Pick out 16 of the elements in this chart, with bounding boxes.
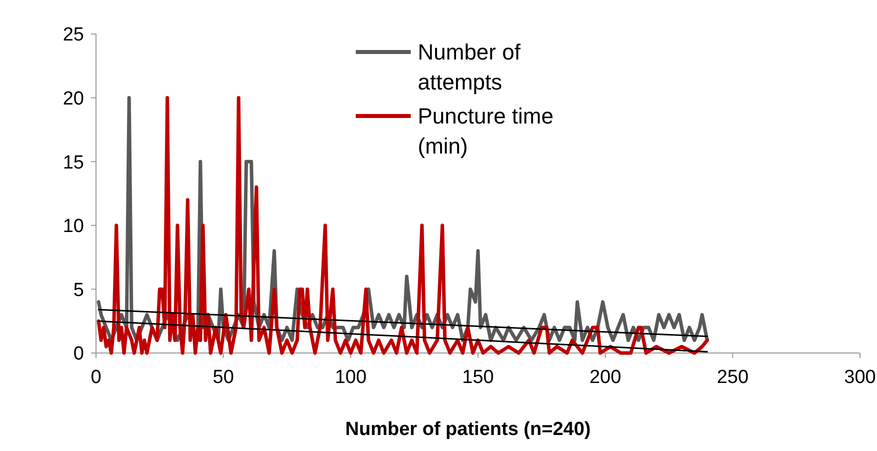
x-tick-label: 250 xyxy=(716,367,749,388)
y-tick-label: 20 xyxy=(62,88,84,110)
y-tick-label: 10 xyxy=(62,216,84,238)
x-tick-label: 300 xyxy=(844,367,876,388)
x-tick-label: 50 xyxy=(212,367,234,388)
legend-label: Number of attempts xyxy=(418,40,522,95)
y-tick-label: 5 xyxy=(73,280,84,301)
y-tick-label: 0 xyxy=(73,344,84,365)
x-tick-label: 200 xyxy=(589,367,622,388)
legend-label: Puncture time (min) xyxy=(418,104,554,159)
x-tick-label: 100 xyxy=(334,367,367,388)
x-axis-title: Number of patients (n=240) xyxy=(345,419,591,440)
x-tick-label: 150 xyxy=(462,367,494,388)
y-tick-label: 15 xyxy=(62,152,84,174)
x-tick-label: 0 xyxy=(90,367,102,388)
y-tick-label: 25 xyxy=(62,24,84,46)
